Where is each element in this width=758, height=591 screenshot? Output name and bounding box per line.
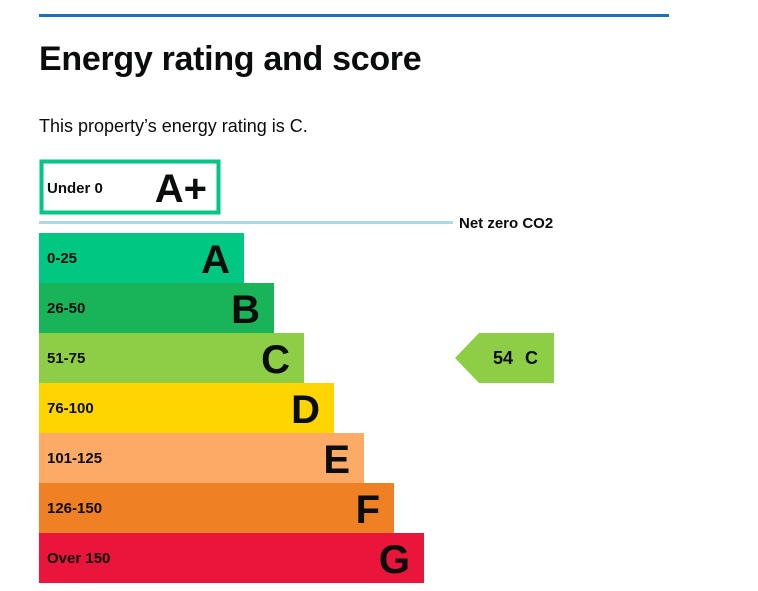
current-rating-arrow: [455, 333, 554, 383]
net-zero-label: Net zero CO2: [459, 215, 553, 232]
band-b-letter: B: [231, 288, 260, 332]
top-rule: [39, 14, 669, 17]
current-rating-letter: C: [525, 348, 538, 368]
band-c-bar: [39, 333, 304, 383]
band-f-range: 126-150: [47, 500, 102, 517]
band-d-letter: D: [291, 388, 320, 432]
rating-summary: This property’s energy rating is C.: [39, 116, 308, 136]
current-rating-score: 54: [493, 348, 513, 368]
band-d-bar: [39, 383, 334, 433]
band-d-range: 76-100: [47, 400, 94, 417]
band-g-letter: G: [379, 538, 410, 582]
band-b-bar: [39, 283, 274, 333]
band-e-bar: [39, 433, 364, 483]
band-g-range: Over 150: [47, 550, 110, 567]
band-e-letter: E: [323, 438, 350, 482]
band-g-bar: [39, 533, 424, 583]
band-c-range: 51-75: [47, 350, 85, 367]
band-c-letter: C: [261, 338, 290, 382]
band-a-plus-box: [39, 159, 221, 215]
band-e-range: 101-125: [47, 450, 102, 467]
band-a-letter: A: [201, 238, 230, 282]
page-title: Energy rating and score: [39, 40, 422, 78]
band-f-bar: [39, 483, 394, 533]
band-a-plus-letter: A+: [155, 167, 207, 211]
band-a-range: 0-25: [47, 250, 77, 267]
band-a-bar: [39, 233, 244, 283]
band-b-range: 26-50: [47, 300, 85, 317]
band-a-plus-range: Under 0: [47, 180, 103, 197]
band-f-letter: F: [356, 488, 380, 532]
